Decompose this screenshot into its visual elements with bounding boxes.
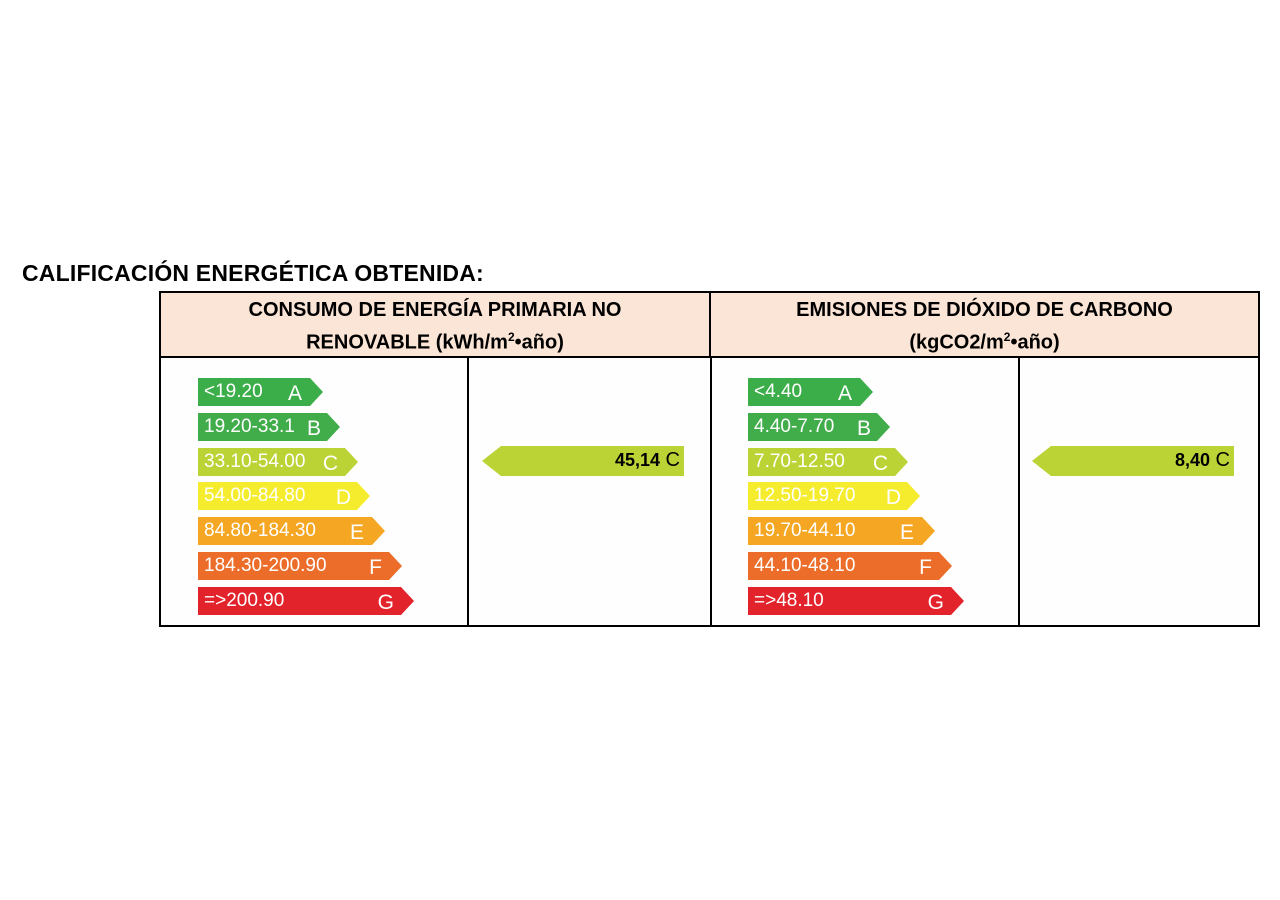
emissions-unit-suffix: •año) <box>1010 331 1060 354</box>
band-arrow-shape <box>198 586 414 615</box>
consumption-header-line1: CONSUMO DE ENERGÍA PRIMARIA NO <box>248 299 622 321</box>
band-arrow-shape <box>198 482 370 511</box>
emissions-result-letter: C <box>1215 449 1230 471</box>
consumption-band-d: 54.00-84.80 D <box>198 482 370 511</box>
emissions-band-letter: F <box>919 555 932 579</box>
consumption-band-e: 84.80-184.30 E <box>198 517 385 546</box>
band-arrow-shape <box>198 412 340 441</box>
consumption-result-letter: C <box>665 449 680 471</box>
consumption-band-letter: E <box>349 521 364 545</box>
emissions-header-line2: (kgCO2/m2•año) <box>711 324 1258 357</box>
emissions-band-range: 19.70-44.10 <box>754 520 856 542</box>
band-arrow-shape <box>748 586 964 615</box>
emissions-unit-prefix: (kgCO2/m <box>909 331 1004 354</box>
consumption-band-range: 19.20-33.1 <box>204 415 295 437</box>
consumption-band-letter: G <box>377 590 394 614</box>
emissions-header-line1: EMISIONES DE DIÓXIDO DE CARBONO <box>796 299 1173 321</box>
band-arrow-shape <box>748 482 920 511</box>
emissions-band-letter: A <box>837 382 852 405</box>
rating-table: CONSUMO DE ENERGÍA PRIMARIA NO RENOVABLE… <box>159 291 1260 627</box>
consumption-header-line2: RENOVABLE (kWh/m2•año) <box>161 324 709 357</box>
emissions-band-d: 12.50-19.70 D <box>748 482 920 511</box>
emissions-band-letter: C <box>872 451 888 475</box>
consumption-unit-prefix: RENOVABLE (kWh/m <box>306 331 508 354</box>
emissions-result-value: 8,40 <box>1174 450 1210 470</box>
consumption-band-range: 84.80-184.30 <box>204 520 316 542</box>
emissions-band-letter: D <box>885 486 901 510</box>
consumption-header: CONSUMO DE ENERGÍA PRIMARIA NO RENOVABLE… <box>161 293 711 358</box>
consumption-band-letter: A <box>287 382 302 405</box>
emissions-band-range: 4.40-7.70 <box>754 415 835 437</box>
band-arrow-shape <box>198 447 358 476</box>
result-arrow-shape <box>1032 446 1234 476</box>
band-arrow-shape <box>748 551 952 580</box>
consumption-band-letter: D <box>335 486 351 510</box>
emissions-band-g: =>48.10 G <box>748 586 964 615</box>
emissions-header: EMISIONES DE DIÓXIDO DE CARBONO (kgCO2/m… <box>711 293 1258 358</box>
consumption-band-range: =>200.90 <box>204 589 285 611</box>
result-arrow-shape <box>482 446 684 476</box>
consumption-band-letter: B <box>306 416 321 440</box>
consumption-band-letter: C <box>322 451 338 475</box>
consumption-result-arrow: 45,14 C <box>482 446 684 476</box>
band-arrow-shape <box>748 447 908 476</box>
consumption-band-letter: F <box>369 555 382 579</box>
consumption-band-range: 54.00-84.80 <box>204 485 306 507</box>
emissions-band-e: 19.70-44.10 E <box>748 517 935 546</box>
consumption-band-f: 184.30-200.90 F <box>198 551 402 580</box>
consumption-scale: <19.20 A 19.20-33.1 B 33.10-54.00 C 54.00-84.8… <box>198 378 414 622</box>
divider-center <box>710 358 712 625</box>
divider-emissions-result <box>1018 358 1020 625</box>
band-arrow-shape <box>198 517 385 546</box>
consumption-band-a: <19.20 A <box>198 378 323 406</box>
band-arrow-shape <box>748 378 873 406</box>
consumption-band-range: <19.20 <box>204 381 263 402</box>
emissions-band-range: 44.10-48.10 <box>754 554 856 576</box>
emissions-band-f: 44.10-48.10 F <box>748 551 952 580</box>
emissions-band-letter: B <box>856 416 871 440</box>
emissions-band-range: 12.50-19.70 <box>754 485 856 507</box>
emissions-band-letter: E <box>899 521 914 545</box>
consumption-unit-sup: 2 <box>507 330 515 344</box>
consumption-band-g: =>200.90 G <box>198 586 414 615</box>
emissions-band-b: 4.40-7.70 B <box>748 412 890 441</box>
band-arrow-shape <box>198 551 402 580</box>
emissions-band-letter: G <box>927 590 944 614</box>
emissions-band-range: 7.70-12.50 <box>754 450 845 472</box>
emissions-band-range: =>48.10 <box>754 589 824 611</box>
consumption-result-value: 45,14 <box>614 450 660 470</box>
consumption-band-range: 33.10-54.00 <box>204 450 306 472</box>
emissions-result-arrow: 8,40 C <box>1032 446 1234 476</box>
emissions-unit-sup: 2 <box>1003 330 1011 344</box>
emissions-band-c: 7.70-12.50 C <box>748 447 908 476</box>
consumption-band-b: 19.20-33.1 B <box>198 412 340 441</box>
consumption-band-c: 33.10-54.00 C <box>198 447 358 476</box>
divider-consumption-result <box>467 358 469 625</box>
emissions-band-a: <4.40 A <box>748 378 873 406</box>
consumption-unit-suffix: •año) <box>514 331 564 354</box>
consumption-band-range: 184.30-200.90 <box>204 554 327 576</box>
page-title: CALIFICACIÓN ENERGÉTICA OBTENIDA: <box>22 260 484 286</box>
emissions-scale: <4.40 A 4.40-7.70 B 7.70-12.50 C 12.50-19.70 D 1… <box>748 378 964 622</box>
band-arrow-shape <box>748 412 890 441</box>
band-arrow-shape <box>748 517 935 546</box>
band-arrow-shape <box>198 378 323 406</box>
emissions-band-range: <4.40 <box>754 381 803 402</box>
